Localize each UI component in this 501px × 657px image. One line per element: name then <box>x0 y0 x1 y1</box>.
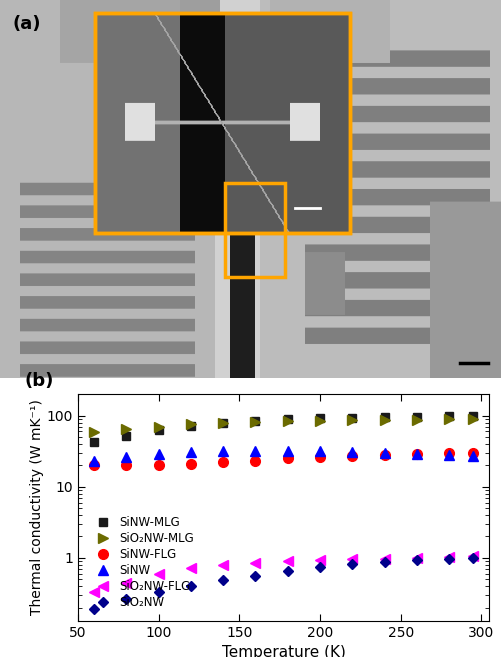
Text: (b): (b) <box>24 372 54 390</box>
X-axis label: Temperature (K): Temperature (K) <box>221 645 345 657</box>
Y-axis label: Thermal conductivity (W mK⁻¹): Thermal conductivity (W mK⁻¹) <box>30 399 44 616</box>
Bar <box>95 12 349 233</box>
Text: (a): (a) <box>13 15 41 33</box>
Legend: SiNW-MLG, SiO₂NW-MLG, SiNW-FLG, SiNW, SiO₂NW-FLG, SiO₂NW: SiNW-MLG, SiO₂NW-MLG, SiNW-FLG, SiNW, Si… <box>88 513 197 613</box>
Bar <box>224 183 285 277</box>
Bar <box>95 12 349 233</box>
